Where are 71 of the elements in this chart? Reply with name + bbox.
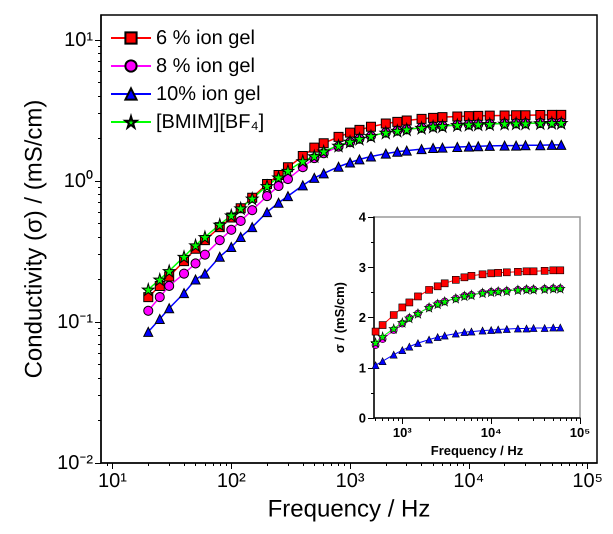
point (190, 258, 201, 268)
y-tick-label: 0 (358, 410, 366, 426)
point (274, 181, 284, 191)
y-tick-label: 10⁻¹ (57, 310, 94, 333)
legend-label: 8 % ion gel (156, 55, 255, 77)
point (308, 150, 321, 162)
point (154, 314, 165, 324)
point (298, 180, 308, 190)
x-tick-label: 10⁴ (453, 470, 484, 492)
point (272, 170, 285, 184)
point (226, 242, 236, 252)
y-tick-label: 2 (358, 310, 366, 325)
point (546, 140, 557, 150)
y-tick-label: 3 (358, 260, 366, 275)
x-tick-label: 10⁴ (480, 425, 502, 440)
legend-label: 6 % ion gel (156, 27, 255, 49)
point (380, 118, 391, 129)
point (262, 207, 272, 218)
point (380, 148, 391, 159)
point (535, 140, 546, 150)
point (334, 162, 344, 172)
x-axis-title: Frequency / Hz (268, 496, 430, 522)
y-tick-label: 10⁰ (64, 168, 93, 192)
point (345, 128, 356, 138)
x-tick-label: 10³ (392, 425, 412, 440)
y-axis-title: σ / (mS/cm) (332, 282, 347, 354)
point (262, 191, 272, 202)
x-tick-label: 10⁵ (572, 470, 603, 492)
point (428, 143, 438, 154)
legend-label: [BMIM][BF₄] (156, 111, 264, 133)
legend-label: 10% ion gel (156, 83, 261, 105)
point (214, 235, 225, 246)
x-tick-label: 10² (216, 470, 246, 492)
point (332, 139, 345, 152)
y-tick-label: 10⁻² (57, 452, 94, 474)
point (500, 140, 510, 151)
y-axis-title: Conductivity (σ) / (mS/cm) (20, 100, 48, 378)
point (511, 140, 522, 151)
point (452, 142, 462, 152)
point (309, 172, 320, 183)
point (143, 326, 154, 337)
y-tick-label: 10¹ (64, 28, 94, 51)
point (213, 218, 226, 231)
x-tick-label: 10¹ (98, 470, 128, 492)
point (452, 112, 462, 122)
point (154, 292, 165, 302)
point (190, 274, 201, 284)
y-tick-label: 4 (358, 210, 367, 224)
point (142, 283, 155, 296)
point (274, 198, 284, 208)
point (260, 180, 274, 192)
x-tick-label: 10⁵ (570, 425, 590, 440)
point (334, 132, 344, 142)
point (178, 250, 190, 264)
point (189, 238, 202, 252)
point (296, 154, 310, 168)
point (226, 224, 236, 235)
point (179, 288, 190, 298)
point (416, 114, 427, 124)
point (153, 273, 166, 286)
x-tick-label: 10³ (336, 470, 365, 492)
point (224, 208, 238, 222)
point (345, 158, 356, 168)
y-tick-label: 1 (358, 360, 366, 376)
point (416, 144, 427, 154)
point (143, 306, 154, 316)
x-axis-title: Frequency / Hz (430, 442, 524, 458)
point (464, 142, 474, 152)
point (214, 252, 225, 262)
point (179, 268, 190, 279)
point (392, 146, 402, 157)
